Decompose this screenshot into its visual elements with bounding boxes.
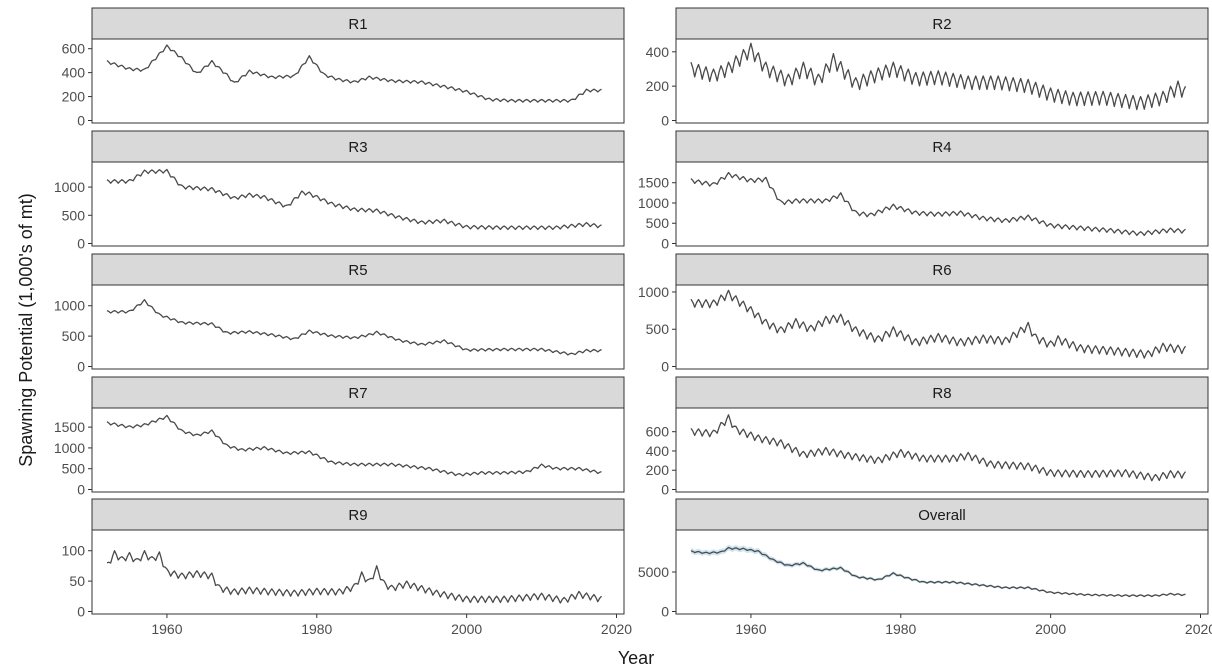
facet-panel-r7: R7 0 500 1000 1500 — [54, 376, 625, 498]
y-tick-label: 200 — [62, 89, 86, 105]
x-tick-label: 1980 — [301, 621, 332, 637]
series-line-r3 — [106, 168, 602, 231]
facet-plot-area-r7 — [91, 407, 625, 493]
y-tick-label: 1500 — [54, 419, 85, 435]
y-tick-label: 1500 — [638, 175, 669, 191]
y-tick-label: 0 — [661, 359, 669, 375]
facet-panel-r8: R8 0 200 400 600 — [646, 376, 1209, 498]
facet-panel-r5: R5 0 500 1000 — [54, 253, 625, 375]
facet-panel-r1: R1 0 200 400 600 — [62, 7, 625, 129]
y-tick-label: 0 — [77, 236, 85, 252]
facet-plot-area-r6 — [675, 284, 1209, 370]
facet-panel-r2: R2 0 200 400 — [646, 7, 1209, 129]
y-tick-label: 0 — [661, 113, 669, 129]
facet-label-r5: R5 — [348, 262, 367, 279]
y-tick-label: 0 — [661, 604, 669, 620]
panels-layer: R10200400600R20200400R305001000R40500100… — [54, 7, 1212, 637]
facet-panel-r4: R4 0 500 1000 1500 — [638, 130, 1209, 252]
y-tick-label: 0 — [77, 604, 85, 620]
series-line-r5 — [106, 299, 602, 356]
series-line-r9 — [106, 550, 602, 604]
facet-strip-r5 — [91, 253, 625, 286]
series-line-r1 — [106, 44, 602, 103]
y-tick-label: 0 — [661, 236, 669, 252]
x-axis-title: Year — [618, 648, 654, 667]
facet-label-r8: R8 — [932, 385, 951, 402]
facet-strip-r8 — [675, 376, 1209, 409]
facet-plot-area-r4 — [675, 161, 1209, 247]
facet-label-r1: R1 — [348, 16, 367, 33]
y-tick-label: 500 — [646, 321, 670, 337]
facet-plot-area-r1 — [91, 38, 625, 124]
facet-plot-area-r9 — [91, 529, 625, 615]
y-tick-label: 400 — [646, 44, 670, 60]
y-tick-label: 500 — [62, 461, 86, 477]
y-tick-label: 0 — [77, 359, 85, 375]
y-tick-label: 400 — [62, 65, 86, 81]
x-tick-label: 1980 — [885, 621, 916, 637]
y-tick-label: 5000 — [638, 564, 669, 580]
y-tick-label: 0 — [77, 113, 85, 129]
facet-label-overall: Overall — [918, 507, 966, 524]
facet-strip-overall — [675, 498, 1209, 531]
facet-label-r7: R7 — [348, 385, 367, 402]
facet-panel-r6: R6 0 500 1000 — [638, 253, 1209, 375]
series-line-overall — [690, 546, 1186, 598]
facet-plot-area-r2 — [675, 38, 1209, 124]
y-tick-label: 200 — [646, 462, 670, 478]
x-tick-label: 1960 — [735, 621, 766, 637]
y-axis-title: Spawning Potential (1,000's of mt) — [16, 193, 36, 467]
y-tick-label: 500 — [62, 207, 86, 223]
x-tick-label: 1960 — [151, 621, 182, 637]
facet-label-r6: R6 — [932, 262, 951, 279]
y-tick-label: 400 — [646, 443, 670, 459]
series-line-r2 — [690, 42, 1187, 111]
facet-panel-overall: Overall 0 5000 1960 1980 2000 2020 — [638, 498, 1212, 637]
y-tick-label: 1000 — [638, 284, 669, 300]
facet-strip-r1 — [91, 7, 625, 40]
facet-panel-r3: R3 0 500 1000 — [54, 130, 625, 252]
y-tick-label: 0 — [661, 482, 669, 498]
facet-label-r2: R2 — [932, 16, 951, 33]
facet-plot-area-r5 — [91, 284, 625, 370]
y-tick-label: 1000 — [54, 179, 85, 195]
y-tick-label: 500 — [62, 328, 86, 344]
y-tick-label: 50 — [69, 573, 85, 589]
series-line-r7 — [106, 414, 602, 477]
facet-plot-area-r8 — [675, 407, 1209, 493]
facet-panel-r9: R9 0 50 100 1960 1980 2000 2020 — [62, 498, 632, 637]
series-line-r6 — [690, 289, 1187, 359]
facet-strip-r9 — [91, 498, 625, 531]
facet-strip-r6 — [675, 253, 1209, 286]
series-line-r4 — [690, 171, 1186, 237]
y-tick-label: 500 — [646, 215, 670, 231]
y-tick-label: 100 — [62, 543, 86, 559]
x-tick-label: 2000 — [451, 621, 482, 637]
facet-strip-r7 — [91, 376, 625, 409]
series-line-r8 — [690, 414, 1187, 482]
y-tick-label: 0 — [77, 482, 85, 498]
x-tick-label: 2000 — [1035, 621, 1066, 637]
y-tick-label: 1000 — [638, 195, 669, 211]
y-tick-label: 600 — [62, 41, 86, 57]
facet-label-r9: R9 — [348, 507, 367, 524]
x-tick-label: 2020 — [1185, 621, 1212, 637]
x-tick-label: 2020 — [601, 621, 632, 637]
facet-label-r4: R4 — [932, 139, 951, 156]
facet-plot-area-r3 — [91, 161, 625, 247]
facet-plot-area-overall — [675, 529, 1209, 615]
facet-label-r3: R3 — [348, 139, 367, 156]
y-tick-label: 600 — [646, 424, 670, 440]
y-tick-label: 200 — [646, 78, 670, 94]
y-tick-label: 1000 — [54, 298, 85, 314]
y-tick-label: 1000 — [54, 440, 85, 456]
